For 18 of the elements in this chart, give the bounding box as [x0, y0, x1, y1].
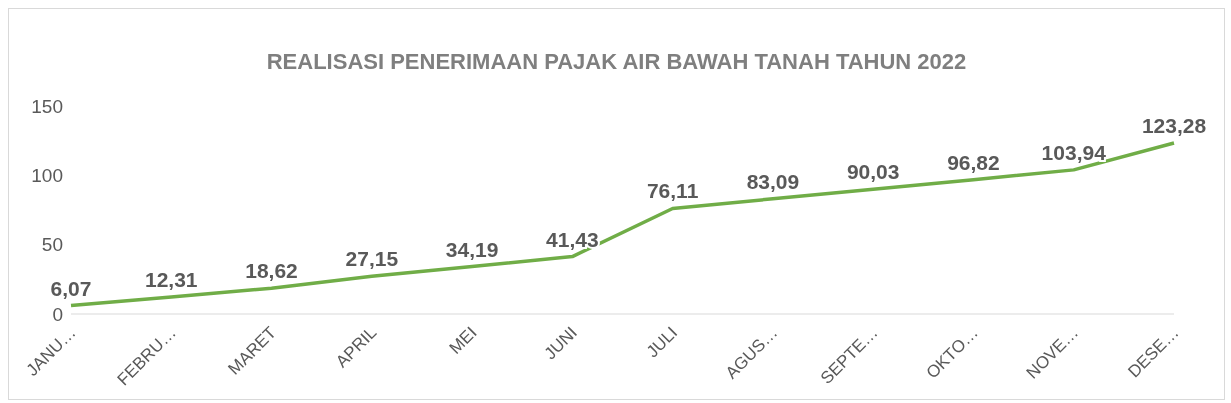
data-label: 90,03: [846, 160, 900, 184]
data-label: 27,15: [345, 247, 399, 271]
data-label: 83,09: [746, 169, 800, 193]
data-label: 103,94: [1041, 140, 1107, 164]
data-label: 34,19: [445, 237, 499, 261]
data-label: 123,28: [1141, 114, 1207, 138]
y-tick-label: 100: [31, 165, 63, 187]
data-label: 12,31: [144, 267, 198, 291]
data-label: 41,43: [546, 227, 599, 251]
y-tick-label: 150: [31, 95, 63, 117]
y-tick-label: 50: [41, 234, 63, 256]
data-label: 18,62: [245, 259, 298, 283]
data-label: 6,07: [50, 276, 92, 300]
data-label: 96,82: [947, 150, 1000, 174]
y-tick-label: 0: [52, 303, 63, 325]
chart-title: REALISASI PENERIMAAN PAJAK AIR BAWAH TANAH TAHUN 2022: [265, 49, 968, 75]
x-tick-label: MEI: [445, 323, 481, 358]
data-label: 76,11: [646, 179, 699, 203]
